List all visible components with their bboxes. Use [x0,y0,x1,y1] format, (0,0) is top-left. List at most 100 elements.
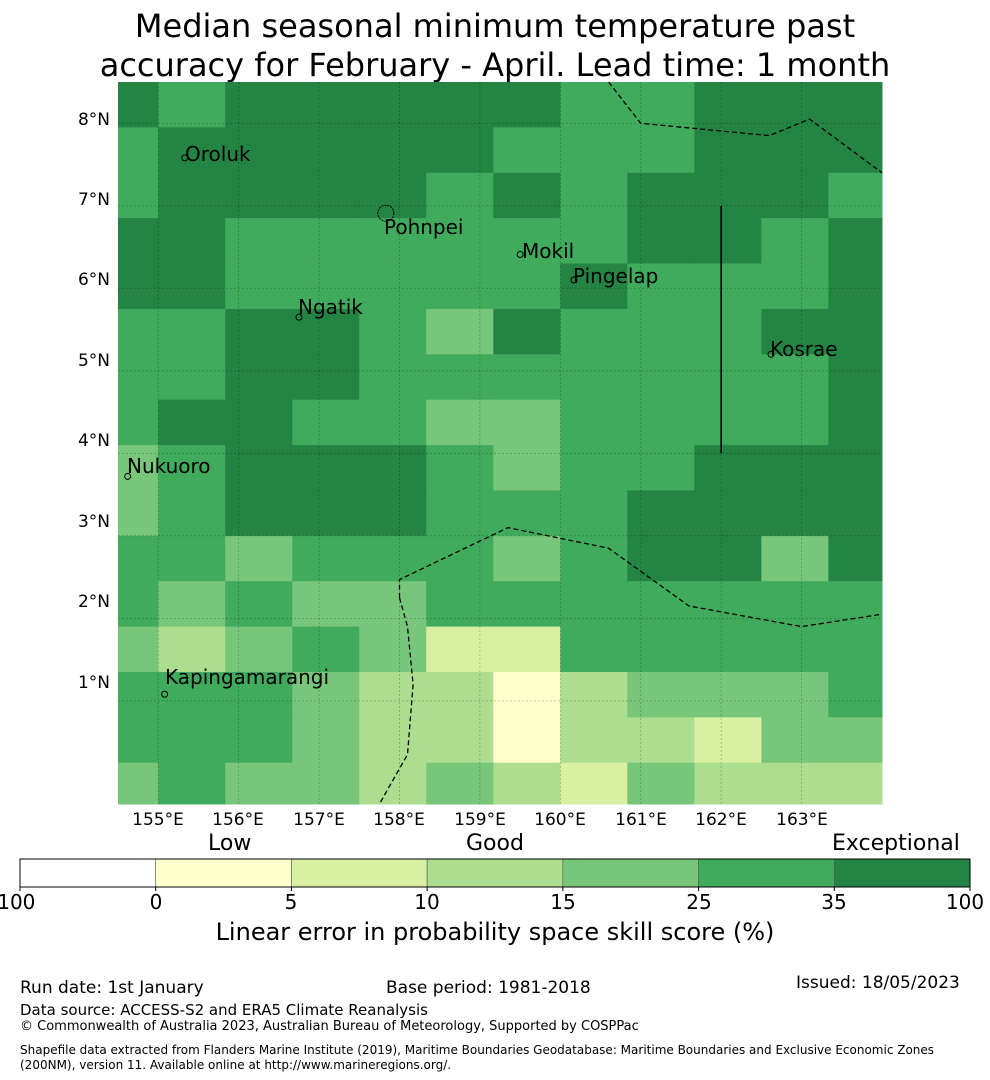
grid-cell [627,308,695,355]
grid-cell [828,218,883,265]
grid-cell [359,263,427,310]
grid-cell [118,626,159,673]
grid-cell [426,308,494,355]
grid-cell [118,127,159,174]
grid-cell [493,82,561,128]
grid-cell [828,172,883,219]
grid-cell [359,82,427,128]
grid-cell [359,762,427,805]
grid-cell [426,717,494,764]
grid-cell [627,671,695,718]
x-tick-156e: 156°E [212,810,264,830]
grid-cell [493,535,561,582]
category-good: Good [466,831,524,856]
grid-cell [426,82,494,128]
grid-cell [118,172,159,219]
grid-cell [761,445,829,491]
grid-cell [627,762,695,805]
grid-cell [426,762,494,805]
grid-cell [118,218,159,265]
grid-cell [493,671,561,718]
grid-cell [493,172,561,219]
grid-cell [828,308,883,355]
grid-cell [560,535,628,582]
grid-cell [560,626,628,673]
grid-cell [627,127,695,174]
grid-cell [359,626,427,673]
grid-cell [118,717,159,764]
grid-cell [426,671,494,718]
grid-cell [761,762,829,805]
y-tick-3n: 3°N [77,512,110,532]
colorbar-tick: 5 [284,890,298,914]
island-outline [161,690,169,698]
island-outline [516,250,524,258]
grid-cell [118,354,159,401]
x-tick-158e: 158°E [373,810,425,830]
grid-cell [426,445,494,491]
x-tick-162e: 162°E [695,810,747,830]
grid-cell [426,535,494,582]
grid-cell [761,490,829,537]
grid-cell [828,762,883,805]
grid-cell [225,581,293,628]
colorbar-segment [19,858,157,888]
place-label-kosrae: Kosrae [770,337,838,361]
grid-cell [118,535,159,582]
grid-cell [292,127,360,174]
grid-cell [761,127,829,174]
grid-cell [359,671,427,718]
grid-cell [761,535,829,582]
grid-cell [560,354,628,401]
island-outline [570,276,578,284]
grid-cell [359,535,427,582]
grid-cell [560,717,628,764]
grid-cell [359,445,427,491]
grid-cell [292,762,360,805]
grid-cell [225,127,293,174]
island-outline [124,472,132,480]
grid-cell [158,535,226,582]
x-tick-155e: 155°E [132,810,184,830]
grid-cell [292,399,360,446]
grid-cell [158,399,226,446]
grid-cell [828,127,883,174]
grid-cell [694,82,762,128]
grid-cell [359,354,427,401]
grid-cell [828,671,883,718]
place-label-nukuoro: Nukuoro [127,454,211,478]
y-tick-7n: 7°N [77,190,110,210]
grid-cell [158,671,226,718]
grid-cell [761,82,829,128]
grid-cell [493,399,561,446]
grid-cell [560,218,628,265]
grid-cell [761,399,829,446]
grid-cell [694,581,762,628]
grid-cell [225,445,293,491]
grid-cell [828,263,883,310]
grid-cell [359,172,427,219]
grid-cell [426,127,494,174]
grid-cell [627,172,695,219]
grid-cell [560,263,628,310]
x-tick-161e: 161°E [615,810,667,830]
colorbar-tick: 100 [945,890,985,914]
grid-cell [426,172,494,219]
grid-cell [292,82,360,128]
colorbar-segment [155,858,292,888]
grid-cell [560,82,628,128]
grid-cell [359,581,427,628]
y-tick-6n: 6°N [77,270,110,290]
grid-cell [225,354,293,401]
place-label-oroluk: Oroluk [185,142,251,166]
grid-cell [694,445,762,491]
colorbar-tick: 15 [550,890,576,914]
grid-cell [627,354,695,401]
grid-cell [118,445,159,491]
category-low: Low [208,831,252,856]
x-tick-159e: 159°E [454,810,506,830]
grid-cell [627,82,695,128]
colorbar-segment [291,858,428,888]
grid-cell [694,263,762,310]
grid-cell [493,626,561,673]
